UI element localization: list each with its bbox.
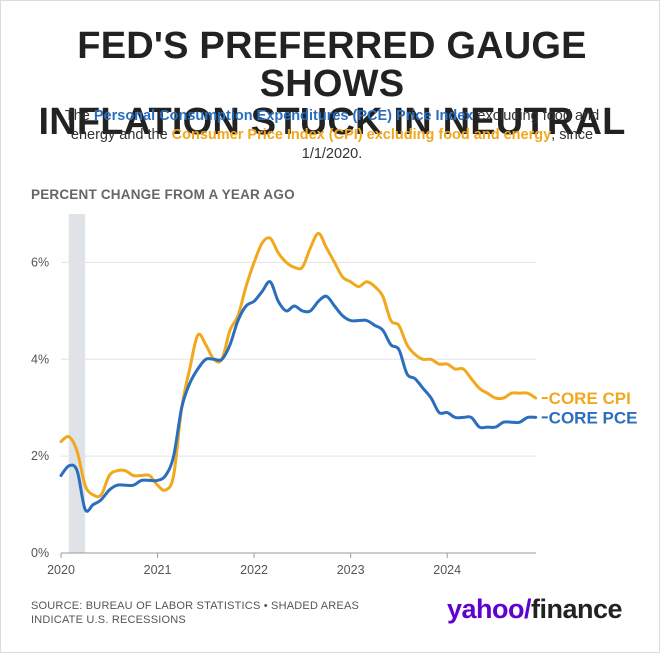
x-tick-labels: 2020 2021 2022 2023 2024: [47, 563, 461, 577]
yahoo-finance-logo: yahoo/finance: [447, 593, 623, 625]
title-line-1: FED'S PREFERRED GAUGE SHOWS: [77, 25, 587, 105]
y-tick-label: 4%: [31, 352, 49, 366]
logo-finance: finance: [531, 594, 623, 624]
x-tick-label: 2024: [433, 563, 461, 577]
x-tick-label: 2020: [47, 563, 75, 577]
series-line-core-cpi: [59, 231, 538, 499]
chart-title: FED'S PREFERRED GAUGE SHOWS INFLATION ST…: [1, 27, 662, 141]
chart-subtitle: The Personal Consumption Expenditures (P…: [41, 107, 623, 164]
y-tick-labels: 0% 2% 4% 6%: [31, 255, 49, 560]
subtitle-text-1: The: [64, 108, 94, 124]
subtitle-text-3: , since 1/1/2020.: [301, 127, 594, 162]
title-line-2: INFLATION STUCK IN NEUTRAL: [38, 101, 626, 143]
x-tick-label: 2023: [337, 563, 365, 577]
subtitle-text-2: excluding food and energy and the: [70, 108, 600, 143]
series-label-core-cpi: CORE CPI: [549, 389, 631, 408]
logo-yahoo: yahoo/: [447, 594, 532, 624]
series-label-core-pce: CORE PCE: [549, 408, 638, 427]
series-line-core-pce: [59, 280, 538, 513]
y-tick-label: 0%: [31, 546, 49, 560]
subtitle-pce-highlight: Personal Consumption Expenditures (PCE) …: [93, 108, 474, 124]
series-lines: [59, 231, 538, 513]
y-tick-label: 2%: [31, 449, 49, 463]
subtitle-cpi-highlight: Consumer Price Index (CPI) excluding foo…: [171, 127, 552, 143]
gridlines: [60, 261, 536, 558]
line-chart: 0% 2% 4% 6% 2020 2021 2022 2023 2024 CORE CPICO…: [31, 214, 638, 577]
x-tick-label: 2021: [144, 563, 172, 577]
source-note: SOURCE: BUREAU OF LABOR STATISTICS • SHA…: [31, 600, 360, 626]
x-tick-label: 2022: [240, 563, 268, 577]
y-tick-label: 6%: [31, 255, 49, 269]
y-axis-label: PERCENT CHANGE FROM A YEAR AGO: [31, 187, 295, 202]
